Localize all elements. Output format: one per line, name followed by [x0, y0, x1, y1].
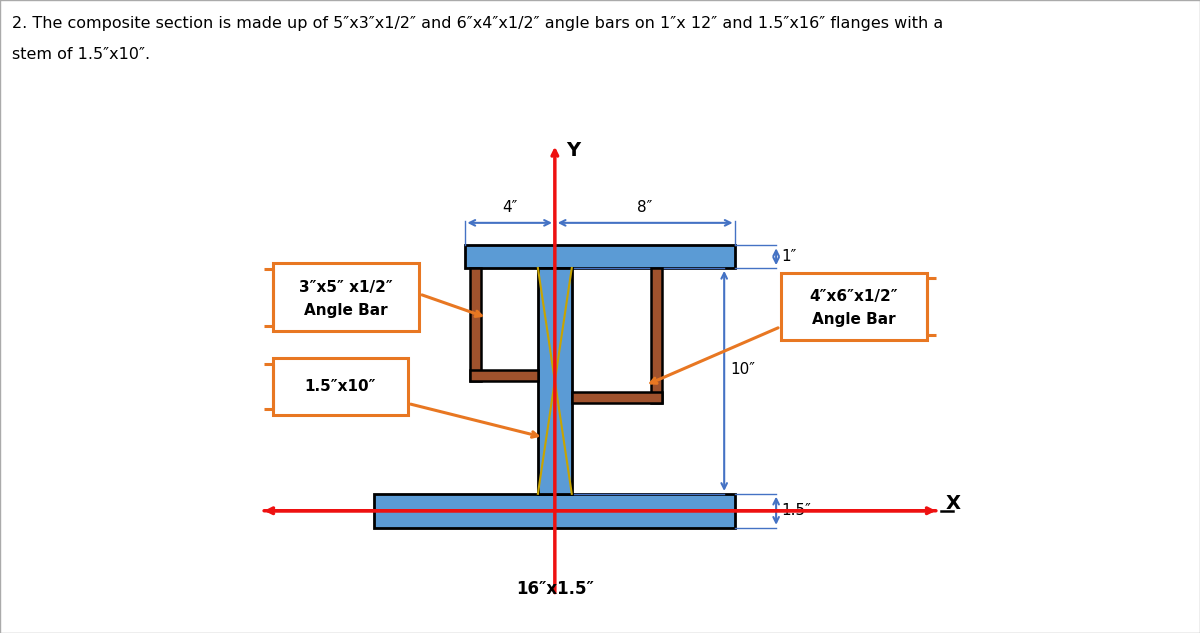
Text: Angle Bar: Angle Bar [304, 303, 388, 318]
Text: Angle Bar: Angle Bar [812, 313, 896, 327]
Text: Y: Y [566, 141, 581, 160]
Text: 1″: 1″ [781, 249, 797, 264]
Bar [470, 268, 481, 381]
Text: 8″: 8″ [637, 200, 653, 215]
Text: X: X [946, 494, 960, 513]
Bar [272, 263, 419, 331]
Text: 16″x1.5″: 16″x1.5″ [516, 580, 594, 598]
Text: 1.5″x10″: 1.5″x10″ [305, 379, 376, 394]
Bar [464, 246, 736, 268]
Bar [538, 268, 571, 494]
Bar [781, 273, 928, 341]
Text: 1.5″: 1.5″ [781, 503, 811, 518]
Bar [470, 370, 538, 381]
Bar [571, 392, 662, 403]
Bar [650, 268, 662, 403]
Text: 4″: 4″ [502, 200, 517, 215]
Text: 3″x5″ x1/2″: 3″x5″ x1/2″ [299, 280, 392, 295]
Bar [272, 358, 408, 415]
Text: 10″: 10″ [730, 362, 755, 377]
Bar [374, 494, 736, 528]
Text: stem of 1.5″x10″.: stem of 1.5″x10″. [12, 47, 150, 63]
Text: 4″x6″x1/2″: 4″x6″x1/2″ [810, 289, 899, 304]
Text: 2. The composite section is made up of 5″x3″x1/2″ and 6″x4″x1/2″ angle bars on 1: 2. The composite section is made up of 5… [12, 16, 943, 31]
